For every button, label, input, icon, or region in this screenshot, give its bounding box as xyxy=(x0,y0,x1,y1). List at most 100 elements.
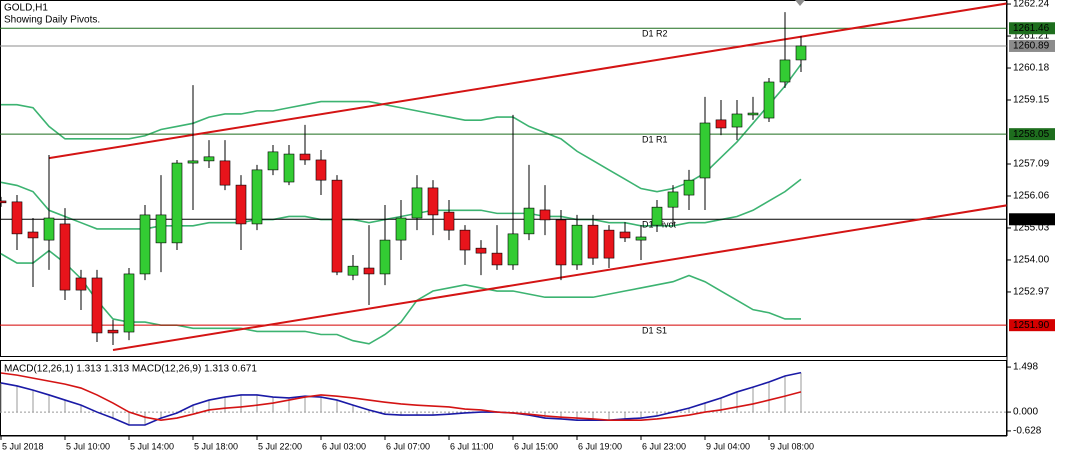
candle-body xyxy=(683,179,695,196)
candle-body xyxy=(187,160,199,164)
shift-marker xyxy=(795,0,805,6)
candle-body xyxy=(203,156,215,162)
candle-body xyxy=(299,153,311,161)
y-tick-label: 1261.21 xyxy=(1013,31,1050,42)
trendline xyxy=(48,2,1007,160)
y-tick-label: -0.628 xyxy=(1013,426,1042,437)
x-tick-label: 5 Jul 22:00 xyxy=(258,441,302,451)
y-tick-label: 1256.06 xyxy=(1013,191,1050,202)
candle-body xyxy=(667,191,679,208)
candle-body xyxy=(491,252,503,266)
price-label-box xyxy=(1009,22,1055,35)
candle-body xyxy=(59,223,71,291)
candle-body xyxy=(139,214,151,275)
candle-body xyxy=(795,45,807,61)
y-tick-label: 1255.03 xyxy=(1013,223,1050,234)
candle-body xyxy=(283,153,295,183)
candle-body xyxy=(27,231,39,239)
y-tick-label: 1259.15 xyxy=(1013,95,1050,106)
y-tick-label: 1.498 xyxy=(1013,362,1038,373)
candle-body xyxy=(347,265,359,276)
candle-body xyxy=(475,247,487,254)
candle-body xyxy=(219,160,231,186)
macd-signal-line xyxy=(0,372,802,421)
candle-body xyxy=(555,219,567,266)
y-tick-label: 1254.00 xyxy=(1013,255,1050,266)
x-tick-label: 5 Jul 18:00 xyxy=(194,441,238,451)
candle-body xyxy=(75,277,87,291)
candle-body xyxy=(539,209,551,221)
y-tick-label: 1252.97 xyxy=(1013,287,1050,298)
price-label: 1251.90 xyxy=(1013,320,1050,331)
price-label-box xyxy=(1009,128,1055,141)
candle-body xyxy=(635,236,647,241)
x-tick-label: 5 Jul 2018 xyxy=(2,441,44,451)
chart-subtitle: Showing Daily Pivots. xyxy=(4,15,100,26)
x-tick-label: 6 Jul 07:00 xyxy=(386,441,430,451)
candle-body xyxy=(715,119,727,129)
x-tick-label: 5 Jul 14:00 xyxy=(130,441,174,451)
price-panel xyxy=(0,0,1007,357)
candle-body xyxy=(427,187,439,216)
candle-body xyxy=(651,206,663,226)
y-tick-label: 1260.18 xyxy=(1013,63,1050,74)
macd-plot xyxy=(0,371,1007,426)
candle-body xyxy=(315,159,327,181)
x-tick-label: 6 Jul 19:00 xyxy=(578,441,622,451)
candle-body xyxy=(523,207,535,235)
price-label: 1261.46 xyxy=(1013,23,1050,34)
candle-body xyxy=(267,151,279,171)
y-tick-label: 1262.24 xyxy=(1013,0,1050,10)
candle-body xyxy=(379,239,391,275)
pivot-level-name: D1 R1 xyxy=(642,135,668,145)
candle-body xyxy=(443,211,455,231)
candle-body xyxy=(587,224,599,259)
candle-body xyxy=(571,224,583,266)
candle-body xyxy=(507,233,519,266)
candle-body xyxy=(459,229,471,251)
price-label-box xyxy=(1009,39,1055,52)
price-label: 1255.31 xyxy=(1013,214,1050,225)
price-label-box xyxy=(1009,319,1055,332)
candle-body xyxy=(123,273,135,333)
x-tick-label: 5 Jul 10:00 xyxy=(66,441,110,451)
band-lower xyxy=(0,249,801,345)
candle-body xyxy=(699,122,711,179)
candle-body xyxy=(731,113,743,128)
candle-body xyxy=(235,184,247,225)
candle-body xyxy=(331,179,343,273)
candle-body xyxy=(619,231,631,239)
candle-body xyxy=(603,229,615,259)
candle-body xyxy=(107,329,119,334)
candle-body xyxy=(155,214,167,244)
y-tick-label: 0.000 xyxy=(1013,407,1038,418)
x-tick-label: 6 Jul 15:00 xyxy=(514,441,558,451)
x-tick-label: 9 Jul 08:00 xyxy=(770,441,814,451)
candle-body xyxy=(43,217,55,241)
candle-body xyxy=(171,162,183,244)
x-tick-label: 6 Jul 23:00 xyxy=(642,441,686,451)
candle-body xyxy=(395,217,407,241)
price-label-box xyxy=(1009,213,1055,226)
macd-panel xyxy=(0,360,1007,436)
macd-title: MACD(12,26,1) 1.313 1.313 MACD(12,26,9) … xyxy=(4,364,257,375)
candle-body xyxy=(763,81,775,119)
candle-body xyxy=(411,187,423,219)
chart-title: GOLD,H1 xyxy=(4,3,48,14)
band-upper xyxy=(1,63,802,193)
x-tick-label: 9 Jul 04:00 xyxy=(706,441,750,451)
pivot-level-name: D1 S1 xyxy=(642,326,667,336)
price-label: 1258.05 xyxy=(1013,129,1050,140)
candle-body xyxy=(747,112,759,116)
x-tick-label: 6 Jul 03:00 xyxy=(322,441,366,451)
candle-body xyxy=(11,201,23,235)
current-price-label: 1260.89 xyxy=(1013,41,1050,52)
candle-body xyxy=(91,277,103,334)
candle-body xyxy=(363,267,375,275)
x-tick-label: 6 Jul 11:00 xyxy=(450,441,493,451)
candle-body xyxy=(0,200,7,204)
candle-body xyxy=(251,169,263,225)
axes: 1262.24 1261.21 1260.18 1259.15 1257.09 1256.… xyxy=(0,0,1055,451)
